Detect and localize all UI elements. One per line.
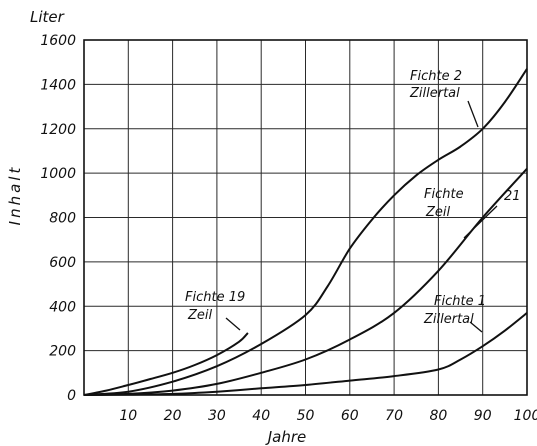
- x-tick-label-100: 100: [514, 408, 537, 424]
- y-tick-label-400: 400: [49, 299, 76, 315]
- label-fichte-2-line1: Fichte 2: [410, 69, 462, 84]
- x-tick-label-30: 30: [208, 408, 226, 424]
- series-line-3: [83, 168, 528, 396]
- series-line-2: [83, 68, 528, 396]
- label-fichte-19-line2: Zeil: [187, 308, 213, 323]
- tick-labels: 1020304050607080901000200400600800100012…: [40, 33, 537, 424]
- y-tick-label-1400: 1400: [40, 77, 76, 93]
- series-line-1: [83, 332, 249, 396]
- label-fichte-21-number: 21: [504, 189, 521, 204]
- x-tick-label-80: 80: [429, 408, 447, 424]
- y-axis-title: Inhalt: [6, 165, 24, 226]
- series-curves: [83, 68, 528, 396]
- x-tick-label-60: 60: [341, 408, 359, 424]
- plot-frame: [83, 39, 528, 396]
- y-tick-label-600: 600: [49, 255, 76, 271]
- x-tick-label-90: 90: [474, 408, 492, 424]
- leader-fichte-21: [463, 205, 498, 239]
- label-fichte-19-line1: Fichte 19: [185, 290, 245, 305]
- label-fichte-21-line1: Fichte: [424, 187, 464, 202]
- x-axis-title: Jahre: [265, 428, 307, 446]
- label-fichte-1-line1: Fichte 1: [434, 294, 486, 309]
- label-fichte-2-line2: Zillertal: [409, 86, 460, 101]
- y-tick-label-800: 800: [49, 211, 76, 227]
- y-tick-label-1200: 1200: [40, 122, 76, 138]
- y-tick-label-200: 200: [49, 344, 76, 360]
- x-tick-label-10: 10: [119, 408, 137, 424]
- x-tick-label-20: 20: [164, 408, 182, 424]
- leader-fichte-19: [225, 317, 241, 331]
- label-fichte-1-line2: Zillertal: [423, 312, 474, 327]
- x-tick-label-70: 70: [385, 408, 403, 424]
- label-fichte-21-line2: Zeil: [425, 205, 451, 220]
- y-tick-label-1000: 1000: [40, 166, 76, 182]
- leader-fichte-1: [469, 321, 483, 333]
- series-line-4: [83, 312, 528, 396]
- y-tick-label-0: 0: [67, 388, 76, 404]
- x-tick-label-50: 50: [297, 408, 315, 424]
- grid: [83, 39, 528, 396]
- leader-fichte-2: [467, 100, 479, 128]
- y-tick-label-1600: 1600: [40, 33, 76, 49]
- label-leaders: [225, 100, 498, 333]
- y-unit-label: Liter: [30, 8, 65, 26]
- x-tick-label-40: 40: [252, 408, 270, 424]
